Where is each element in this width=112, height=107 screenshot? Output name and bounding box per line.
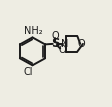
Text: N: N — [61, 39, 68, 49]
Text: NH₂: NH₂ — [24, 26, 42, 36]
Text: Cl: Cl — [24, 67, 33, 77]
Text: O: O — [58, 45, 66, 55]
Text: O: O — [78, 39, 85, 49]
Text: S: S — [51, 37, 59, 50]
Text: O: O — [51, 31, 59, 41]
